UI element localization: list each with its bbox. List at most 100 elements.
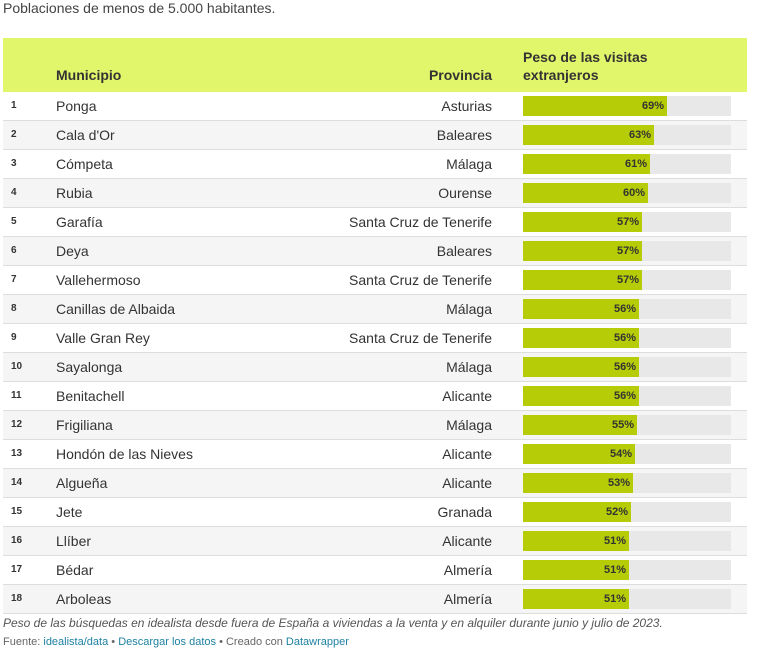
bar-value-label: 63% (628, 129, 651, 141)
bar (523, 589, 629, 609)
municipio-cell: Cómpeta (56, 156, 113, 172)
separator: • (111, 636, 116, 648)
municipio-cell: Llíber (56, 533, 92, 549)
bar-track: 57% (523, 270, 731, 290)
rank-cell: 2 (11, 129, 17, 140)
provincia-cell: Málaga (446, 156, 492, 172)
bar-track: 54% (523, 444, 731, 464)
column-header-municipio[interactable]: Municipio (56, 67, 122, 83)
table-row: 15 Jete Granada 52% (3, 498, 747, 527)
rank-cell: 8 (11, 303, 17, 314)
bar-value-label: 56% (613, 361, 636, 373)
municipio-cell: Hondón de las Nieves (56, 446, 193, 462)
table-row: 10 Sayalonga Málaga 56% (3, 353, 747, 382)
bar-track: 51% (523, 531, 731, 551)
bar (523, 473, 633, 493)
bar-value-label: 52% (605, 506, 628, 518)
provincia-cell: Baleares (436, 243, 492, 259)
bar-track: 56% (523, 299, 731, 319)
bar-track: 60% (523, 183, 731, 203)
rank-cell: 18 (11, 593, 23, 604)
bar (523, 125, 654, 145)
table-row: 8 Canillas de Albaida Málaga 56% (3, 295, 747, 324)
rank-cell: 16 (11, 535, 23, 546)
bar (523, 96, 667, 116)
municipio-cell: Vallehermoso (56, 272, 141, 288)
column-header-peso[interactable]: Peso de las visitas extranjeros (523, 49, 648, 83)
municipio-cell: Cala d'Or (56, 127, 115, 143)
bar (523, 212, 642, 232)
rank-cell: 9 (11, 332, 17, 343)
municipio-cell: Benitachell (56, 388, 125, 404)
bar-value-label: 57% (616, 216, 639, 228)
bar (523, 531, 629, 551)
table-row: 2 Cala d'Or Baleares 63% (3, 121, 747, 150)
bar (523, 560, 629, 580)
provincia-cell: Málaga (446, 417, 492, 433)
rank-cell: 10 (11, 361, 23, 372)
bar-value-label: 54% (609, 448, 632, 460)
provincia-cell: Granada (437, 504, 492, 520)
table-row: 1 Ponga Asturias 69% (3, 92, 747, 121)
column-header-provincia[interactable]: Provincia (428, 67, 492, 83)
bar-track: 52% (523, 502, 731, 522)
provincia-cell: Baleares (436, 127, 492, 143)
rank-cell: 5 (11, 216, 17, 227)
rank-cell: 3 (11, 158, 17, 169)
provincia-cell: Alicante (442, 446, 492, 462)
rank-cell: 4 (11, 187, 17, 198)
download-data-link[interactable]: Descargar los datos (118, 636, 217, 648)
municipio-cell: Arboleas (56, 591, 112, 607)
source-link[interactable]: idealista/data (43, 636, 109, 648)
rank-cell: 6 (11, 245, 17, 256)
table-row: 9 Valle Gran Rey Santa Cruz de Tenerife 56% (3, 324, 747, 353)
bar-value-label: 56% (613, 332, 636, 344)
municipio-cell: Ponga (56, 98, 97, 114)
provincia-cell: Alicante (442, 388, 492, 404)
table-row: 13 Hondón de las Nieves Alicante 54% (3, 440, 747, 469)
bar-value-label: 51% (603, 535, 626, 547)
municipio-cell: Garafía (56, 214, 103, 230)
bar (523, 154, 650, 174)
created-with-text: • Creado con (219, 636, 283, 648)
rank-cell: 17 (11, 564, 23, 575)
municipio-cell: Frigiliana (56, 417, 113, 433)
bar (523, 502, 631, 522)
bar (523, 386, 639, 406)
bar-value-label: 60% (622, 187, 645, 199)
bar-value-label: 61% (624, 158, 647, 170)
rank-cell: 11 (11, 390, 22, 401)
rank-cell: 13 (11, 448, 23, 459)
bar-track: 56% (523, 328, 731, 348)
provincia-cell: Santa Cruz de Tenerife (349, 214, 492, 230)
provincia-cell: Málaga (446, 359, 492, 375)
provincia-cell: Asturias (441, 98, 492, 114)
bar (523, 270, 642, 290)
bar-value-label: 57% (616, 245, 639, 257)
bar-track: 51% (523, 589, 731, 609)
bar-track: 53% (523, 473, 731, 493)
table-header: Municipio Provincia Peso de las visitas … (3, 38, 747, 92)
municipio-cell: Rubia (56, 185, 93, 201)
provincia-cell: Málaga (446, 301, 492, 317)
bar-track: 55% (523, 415, 731, 435)
municipio-cell: Bédar (56, 562, 94, 578)
bar-value-label: 56% (613, 303, 636, 315)
bar-value-label: 51% (603, 564, 626, 576)
rank-cell: 7 (11, 274, 17, 285)
table-row: 6 Deya Baleares 57% (3, 237, 747, 266)
provincia-cell: Almería (443, 591, 492, 607)
rank-cell: 1 (11, 100, 17, 111)
bar (523, 415, 637, 435)
bar-value-label: 53% (607, 477, 630, 489)
rank-cell: 15 (11, 506, 23, 517)
bar-track: 63% (523, 125, 731, 145)
bar (523, 299, 639, 319)
source-line: Fuente: idealista/data • Descargar los d… (3, 636, 349, 648)
rank-cell: 12 (11, 419, 23, 430)
bar-track: 69% (523, 96, 731, 116)
provincia-cell: Almería (443, 562, 492, 578)
datawrapper-link[interactable]: Datawrapper (285, 636, 349, 648)
table-body: 1 Ponga Asturias 69% 2 Cala d'Or Baleares 63% 3 C… (3, 92, 747, 614)
bar-track: 57% (523, 241, 731, 261)
